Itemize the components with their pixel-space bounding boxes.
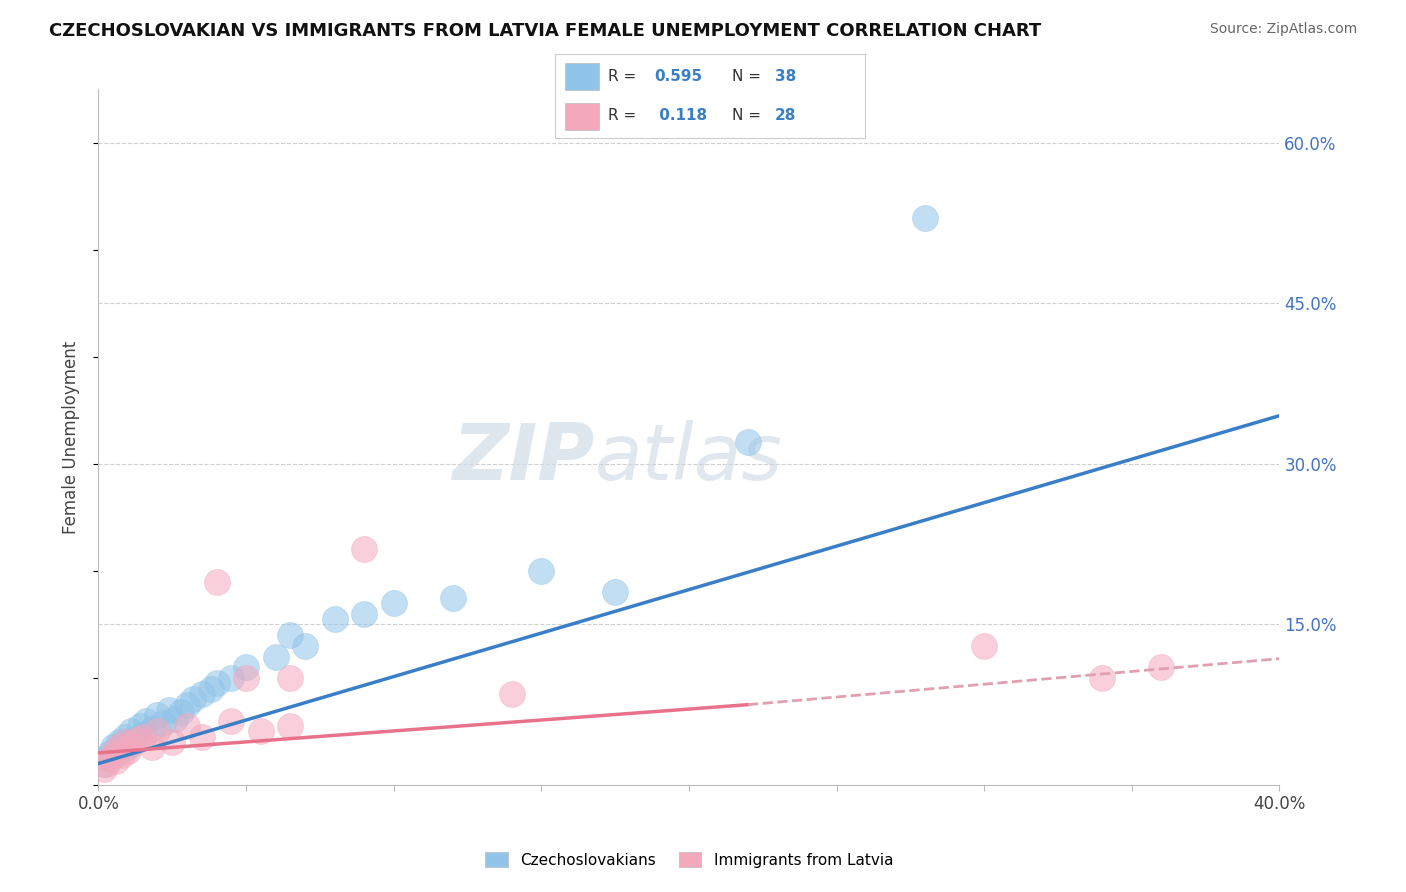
Point (132, 730, 155, 744)
Text: N =: N = (731, 108, 765, 123)
Point (501, 687, 523, 701)
Y-axis label: Female Unemployment: Female Unemployment (62, 341, 80, 533)
Text: R =: R = (607, 69, 641, 84)
Point (141, 740, 163, 755)
Text: N =: N = (731, 69, 765, 84)
Point (441, 591, 464, 605)
Point (128, 719, 150, 733)
Text: 0.595: 0.595 (654, 69, 703, 84)
Point (221, 671, 243, 685)
Point (191, 730, 214, 744)
Point (120, 737, 142, 751)
Point (96, 751, 118, 765)
Point (93, 762, 115, 776)
Point (737, 435, 759, 450)
Point (280, 628, 302, 642)
Point (382, 596, 405, 610)
Point (181, 692, 204, 706)
Point (103, 740, 125, 755)
Legend: Czechoslovakians, Immigrants from Latvia: Czechoslovakians, Immigrants from Latvia (485, 852, 893, 868)
Point (200, 681, 222, 696)
Point (108, 735, 131, 749)
Point (264, 649, 287, 664)
Point (280, 671, 302, 685)
Point (135, 714, 157, 728)
Point (294, 639, 316, 653)
Point (105, 755, 128, 769)
Point (117, 740, 139, 755)
Point (114, 735, 136, 749)
Point (108, 740, 131, 755)
Text: 38: 38 (775, 69, 796, 84)
Point (141, 723, 163, 737)
Point (165, 712, 187, 726)
Point (530, 564, 553, 578)
Point (152, 715, 174, 730)
Point (146, 708, 169, 723)
Point (605, 585, 627, 599)
FancyBboxPatch shape (565, 62, 599, 90)
Text: atlas: atlas (595, 420, 782, 496)
Point (323, 612, 346, 626)
Point (191, 687, 214, 701)
Point (111, 747, 134, 762)
Point (117, 744, 139, 758)
Text: 0.118: 0.118 (654, 108, 707, 123)
Text: 28: 28 (775, 108, 796, 123)
Point (973, 639, 995, 653)
FancyBboxPatch shape (565, 103, 599, 130)
Point (122, 733, 145, 747)
Point (98, 746, 121, 760)
Point (98, 751, 121, 765)
Point (93, 756, 115, 771)
Point (103, 746, 125, 760)
Point (120, 724, 142, 739)
Point (146, 724, 169, 739)
Point (132, 726, 155, 740)
Point (157, 703, 180, 717)
Point (205, 574, 228, 589)
Point (280, 719, 302, 733)
Point (111, 737, 134, 751)
Text: Source: ZipAtlas.com: Source: ZipAtlas.com (1209, 22, 1357, 37)
Point (114, 730, 136, 744)
Point (176, 698, 198, 712)
Point (221, 714, 243, 728)
Point (914, 211, 936, 225)
Point (105, 747, 128, 762)
Point (205, 676, 228, 690)
Point (125, 733, 148, 747)
Point (235, 671, 257, 685)
Point (162, 735, 183, 749)
Text: R =: R = (607, 108, 641, 123)
Point (176, 719, 198, 733)
Point (353, 607, 375, 621)
Point (235, 660, 257, 674)
Point (96, 756, 118, 771)
Point (250, 724, 273, 739)
Point (353, 542, 375, 557)
Point (1091, 671, 1114, 685)
Text: ZIP: ZIP (453, 420, 595, 496)
Point (170, 705, 193, 719)
Point (1150, 660, 1173, 674)
Text: CZECHOSLOVAKIAN VS IMMIGRANTS FROM LATVIA FEMALE UNEMPLOYMENT CORRELATION CHART: CZECHOSLOVAKIAN VS IMMIGRANTS FROM LATVI… (49, 22, 1042, 40)
